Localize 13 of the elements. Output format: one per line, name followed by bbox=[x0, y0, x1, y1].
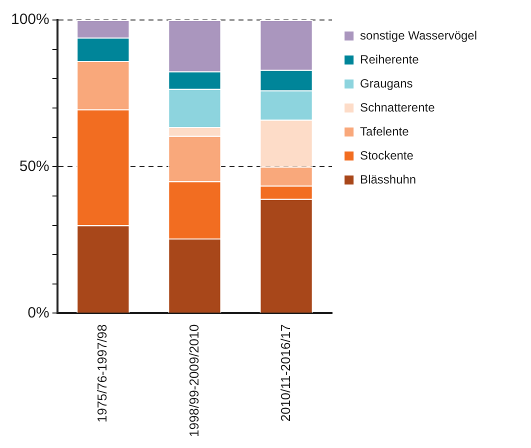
legend-label: Reiherente bbox=[360, 52, 420, 66]
x-tick-label: 2010/11-2016/17 bbox=[278, 324, 293, 422]
legend-label: Tafelente bbox=[360, 124, 410, 138]
y-tick-label: 100% bbox=[10, 11, 50, 28]
legend-label: Stockente bbox=[360, 148, 414, 162]
x-tick-label: 1998/99-2009/2010 bbox=[186, 324, 202, 438]
legend-label: Graugans bbox=[360, 76, 413, 90]
y-tick-label: 0% bbox=[28, 304, 50, 322]
legend-label: Schnatterente bbox=[360, 100, 436, 114]
legend-label: sonstige Wasservögel bbox=[360, 28, 478, 42]
y-tick-label: 50% bbox=[19, 158, 50, 175]
x-tick-label: 1975/76-1997/98 bbox=[94, 324, 110, 423]
legend-label: Blässhuhn bbox=[360, 172, 416, 186]
